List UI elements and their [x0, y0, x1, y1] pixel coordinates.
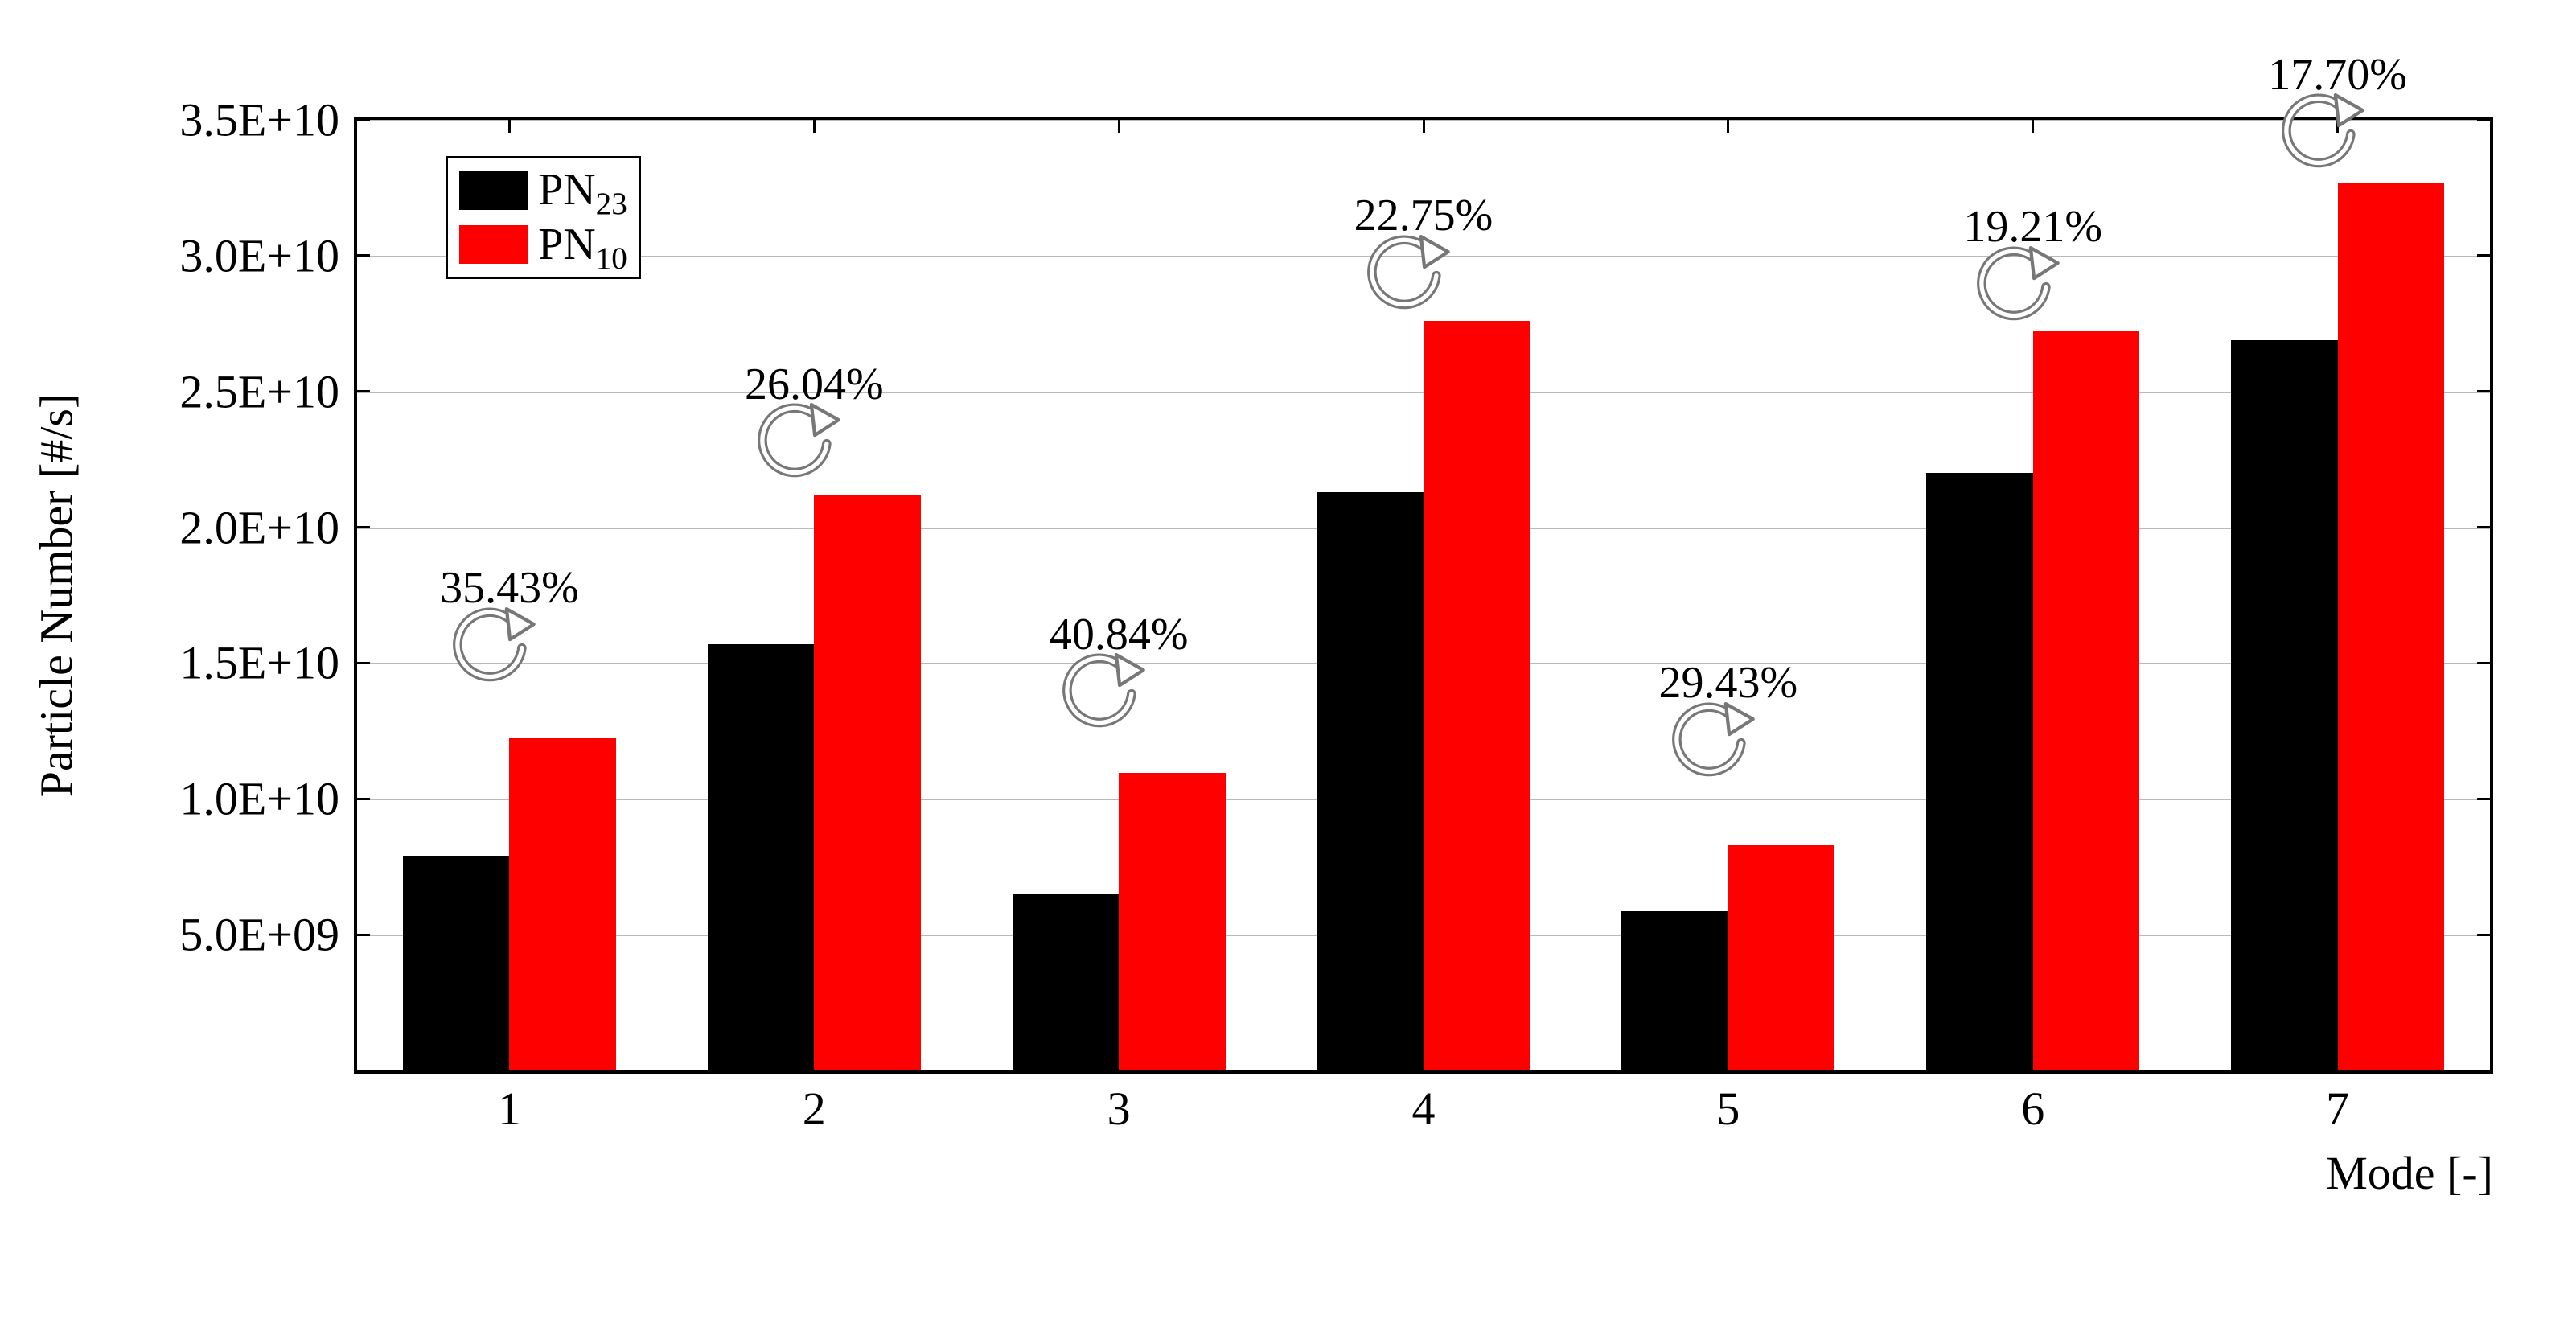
x-tick-mark	[508, 120, 511, 133]
y-tick-mark	[357, 934, 370, 936]
y-tick-mark	[2477, 390, 2490, 392]
legend-item: PN10	[459, 218, 627, 272]
curved-arrow-icon	[2278, 93, 2366, 174]
legend: PN23PN10	[446, 156, 641, 278]
x-tick-label: 2	[803, 1082, 826, 1136]
x-tick-label: 6	[2021, 1082, 2044, 1136]
x-tick-label: 3	[1107, 1082, 1131, 1136]
y-tick-mark	[357, 662, 370, 664]
x-tick-label: 5	[1716, 1082, 1740, 1136]
annotation-label: 19.21%	[1963, 201, 2102, 253]
y-tick-mark	[357, 119, 370, 121]
curved-arrow-icon	[449, 607, 537, 688]
legend-label: PN23	[538, 163, 627, 217]
curved-arrow-icon	[754, 403, 842, 483]
y-tick-mark	[357, 254, 370, 257]
y-tick-label: 1.0E+10	[179, 772, 339, 826]
bar	[1926, 473, 2033, 1070]
x-tick-label: 4	[1412, 1082, 1436, 1136]
x-tick-mark	[1727, 120, 1729, 133]
bar	[708, 644, 815, 1070]
bar	[1119, 773, 1226, 1070]
y-tick-mark	[2477, 119, 2490, 121]
y-tick-mark	[2477, 254, 2490, 257]
annotation-label: 29.43%	[1659, 657, 1798, 709]
curved-arrow-icon	[1363, 235, 1452, 315]
y-tick-label: 2.0E+10	[179, 500, 339, 554]
bar	[1424, 321, 1530, 1070]
curved-arrow-icon	[1973, 246, 2061, 327]
x-tick-label: 1	[498, 1082, 521, 1136]
bar	[1317, 492, 1424, 1070]
x-tick-label: 7	[2326, 1082, 2349, 1136]
legend-swatch	[459, 171, 528, 210]
y-tick-mark	[357, 798, 370, 800]
legend-swatch	[459, 225, 528, 264]
y-tick-label: 1.5E+10	[179, 636, 339, 690]
y-tick-mark	[2477, 662, 2490, 664]
x-tick-mark	[813, 120, 816, 133]
chart-container: PN23PN10 5.0E+09 1.0E+10 1.5E+10 2.0E+10 2.5E…	[0, 0, 2576, 1319]
annotation-label: 17.70%	[2268, 49, 2407, 101]
x-tick-mark	[2032, 120, 2034, 133]
y-tick-mark	[2477, 934, 2490, 936]
curved-arrow-icon	[1668, 702, 1756, 783]
bar	[1621, 911, 1728, 1070]
y-tick-label: 3.0E+10	[179, 228, 339, 282]
bar	[509, 738, 616, 1070]
bar	[1013, 894, 1120, 1071]
y-tick-label: 5.0E+09	[179, 908, 339, 962]
bar	[2338, 183, 2445, 1070]
y-tick-mark	[2477, 798, 2490, 800]
curved-arrow-icon	[1058, 653, 1147, 733]
legend-label: PN10	[538, 218, 627, 272]
annotation-label: 22.75%	[1354, 190, 1493, 241]
legend-item: PN23	[459, 163, 627, 217]
bar	[1728, 845, 1835, 1070]
y-tick-mark	[2477, 526, 2490, 528]
bar	[2033, 331, 2140, 1070]
bar	[814, 495, 921, 1070]
annotation-label: 35.43%	[440, 562, 579, 614]
x-tick-mark	[1118, 120, 1120, 133]
y-tick-mark	[357, 526, 370, 528]
x-axis-title: Mode [-]	[2326, 1146, 2493, 1200]
y-tick-mark	[357, 390, 370, 392]
bar	[403, 856, 510, 1070]
annotation-label: 40.84%	[1050, 609, 1189, 660]
y-tick-label: 2.5E+10	[179, 364, 339, 418]
x-tick-mark	[1423, 120, 1425, 133]
y-axis-title: Particle Number [#/s]	[30, 393, 84, 798]
annotation-label: 26.04%	[745, 359, 884, 410]
bar	[2231, 340, 2338, 1070]
y-tick-label: 3.5E+10	[179, 93, 339, 147]
